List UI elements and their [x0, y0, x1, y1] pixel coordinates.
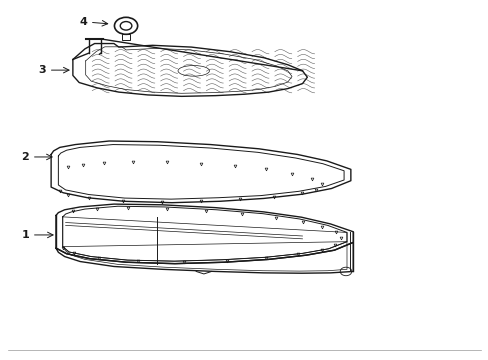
Text: 4: 4 [80, 17, 87, 27]
Text: 3: 3 [39, 65, 46, 75]
Text: 1: 1 [21, 230, 29, 240]
Text: 2: 2 [21, 152, 29, 162]
